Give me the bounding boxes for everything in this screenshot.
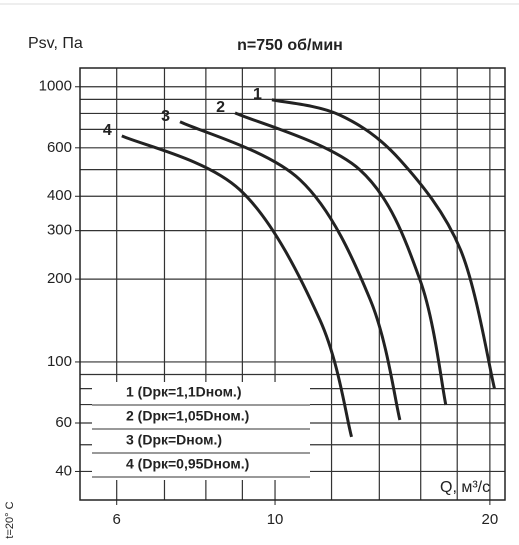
y-tick-label: 60	[55, 414, 72, 431]
y-tick-label: 100	[47, 353, 72, 370]
curve-label: 2	[216, 99, 225, 116]
curve-label: 4	[103, 122, 112, 139]
legend-entry: 4 (Dрк=0,95Dном.)	[126, 456, 249, 472]
x-tick-label: 6	[113, 511, 121, 528]
curve	[121, 134, 353, 438]
y-tick-label: 600	[47, 139, 72, 156]
y-tick-label: 300	[47, 222, 72, 239]
curve	[179, 120, 402, 421]
x-tick-label: 10	[267, 511, 284, 528]
legend-entry: 1 (Dрк=1,1Dном.)	[126, 384, 242, 400]
curve-label: 3	[161, 108, 170, 125]
legend-box	[92, 382, 310, 480]
y-tick-label: 1000	[39, 78, 72, 95]
legend-entry: 2 (Dрк=1,05Dном.)	[126, 408, 249, 424]
plot-frame	[79, 67, 506, 501]
y-tick-label: 400	[47, 187, 72, 204]
y-tick-label: 40	[55, 462, 72, 479]
curve	[271, 98, 496, 389]
curve-label: 1	[253, 86, 262, 103]
temperature-note: t=20° C	[4, 501, 16, 538]
y-tick-label: 200	[47, 270, 72, 287]
chart-title: n=750 об/мин	[237, 37, 343, 54]
legend-entry: 3 (Dрк=Dном.)	[126, 432, 222, 448]
curve	[234, 111, 448, 406]
x-tick-label: 20	[482, 511, 499, 528]
y-axis-label: Psv, Па	[28, 35, 83, 52]
x-axis-label: Q, м³/с	[440, 479, 490, 496]
